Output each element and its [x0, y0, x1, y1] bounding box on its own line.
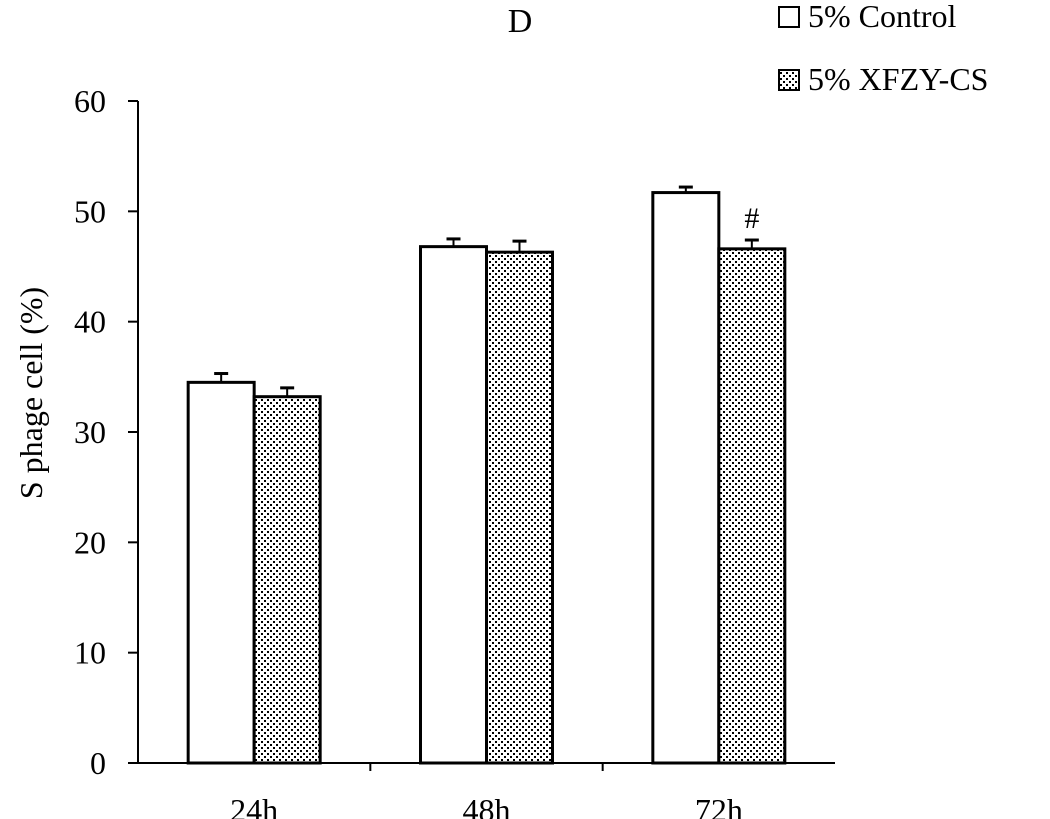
y-tick-label: 40	[74, 304, 106, 340]
legend-label-control: 5% Control	[808, 0, 957, 34]
x-tick-label: 48h	[463, 792, 511, 819]
y-tick-label: 20	[74, 524, 106, 560]
bar-xfzy-24h	[252, 395, 322, 765]
y-tick-label: 30	[74, 414, 106, 450]
legend-label-xfzy: 5% XFZY-CS	[808, 61, 988, 97]
bar-control-48h	[419, 245, 488, 765]
legend-swatch-control	[778, 6, 800, 28]
y-tick-label: 0	[90, 745, 106, 781]
bar-control-72h	[651, 191, 721, 765]
x-tick-label: 72h	[695, 792, 743, 819]
bar-xfzy-72h	[717, 247, 787, 765]
x-tick-label: 24h	[230, 792, 278, 819]
legend: 5% Control 5% XFZY-CS	[778, 0, 988, 97]
bar-xfzy-48h	[485, 250, 554, 765]
y-tick-label: 10	[74, 635, 106, 671]
legend-swatch-xfzy	[778, 69, 800, 91]
plot-area: 0 10 20 30 40 50 60 24h 48h 72h #	[74, 83, 835, 819]
y-tick-label: 60	[74, 83, 106, 119]
y-axis-label: S phage cell (%)	[13, 287, 49, 499]
chart-title: D	[508, 3, 533, 40]
bar-control-24h	[186, 380, 256, 765]
significance-annotation: #	[744, 202, 759, 235]
y-tick-label: 50	[74, 193, 106, 229]
